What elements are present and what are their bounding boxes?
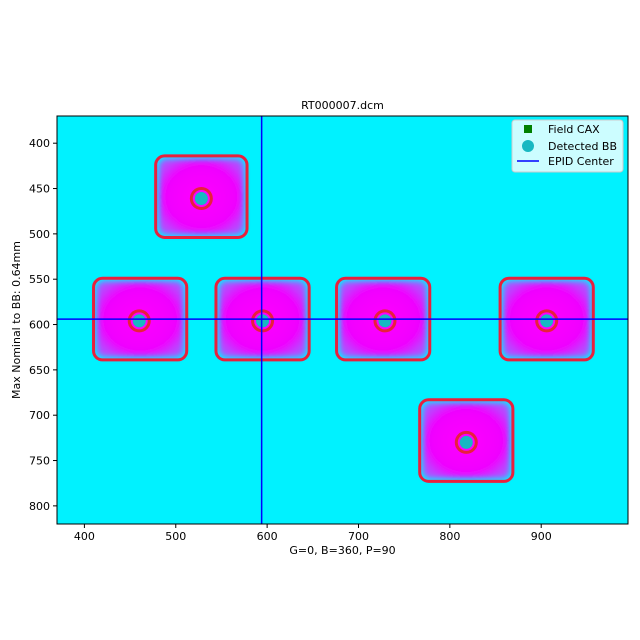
detected-bb-2 (132, 314, 146, 328)
y-tick-label-500: 500 (29, 228, 50, 241)
legend-box (511, 119, 624, 173)
x-axis: 400 500 600 700 800 900 (74, 524, 552, 543)
y-axis-label: Max Nominal to BB: 0.64mm (10, 241, 23, 399)
detected-bb-5 (540, 314, 554, 328)
field-edge-1 (154, 154, 249, 239)
bb-edge-ring-6 (454, 430, 478, 454)
epid-center-lines (57, 116, 628, 524)
detected-bb-icon (522, 140, 534, 152)
plot-frame (56, 115, 629, 525)
legend-label-field-cax: Field CAX (548, 123, 600, 136)
field-cax-6 (462, 437, 470, 445)
field-cax-icon (524, 125, 532, 133)
detected-bb-6 (459, 435, 473, 449)
y-tick-label-450: 450 (29, 183, 50, 196)
x-tick-label-600: 600 (257, 530, 278, 543)
chart-title: RT000007.dcm (301, 99, 384, 112)
x-tick-label-700: 700 (348, 530, 369, 543)
detected-bb-3 (256, 314, 270, 328)
bb-edge-ring-4 (373, 309, 397, 333)
detected-bb-1 (194, 192, 208, 206)
y-tick-label-650: 650 (29, 364, 50, 377)
bb-edge-ring-5 (535, 309, 559, 333)
bb-edge-ring-1 (189, 187, 213, 211)
y-tick-label-550: 550 (29, 273, 50, 286)
y-tick-label-700: 700 (29, 409, 50, 422)
x-tick-label-800: 800 (439, 530, 460, 543)
y-tick-label-750: 750 (29, 455, 50, 468)
y-tick-label-600: 600 (29, 319, 50, 332)
legend-label-epid-center: EPID Center (548, 155, 614, 168)
x-tick-label-400: 400 (74, 530, 95, 543)
bb-edge-ring-2 (127, 309, 151, 333)
y-axis: 400 450 500 550 600 650 700 750 800 (29, 137, 57, 513)
x-tick-label-500: 500 (165, 530, 186, 543)
y-tick-label-800: 800 (29, 500, 50, 513)
detected-bb-4 (378, 314, 392, 328)
field-edge-6 (418, 398, 515, 483)
bb-edge-ring-3 (251, 309, 275, 333)
field-cax-1 (197, 193, 205, 201)
y-tick-label-400: 400 (29, 137, 50, 150)
legend-label-detected-bb: Detected BB (548, 140, 617, 153)
x-tick-label-900: 900 (531, 530, 552, 543)
legend: Field CAX Detected BB EPID Center (511, 119, 624, 173)
x-axis-label: G=0, B=360, P=90 (289, 544, 395, 557)
